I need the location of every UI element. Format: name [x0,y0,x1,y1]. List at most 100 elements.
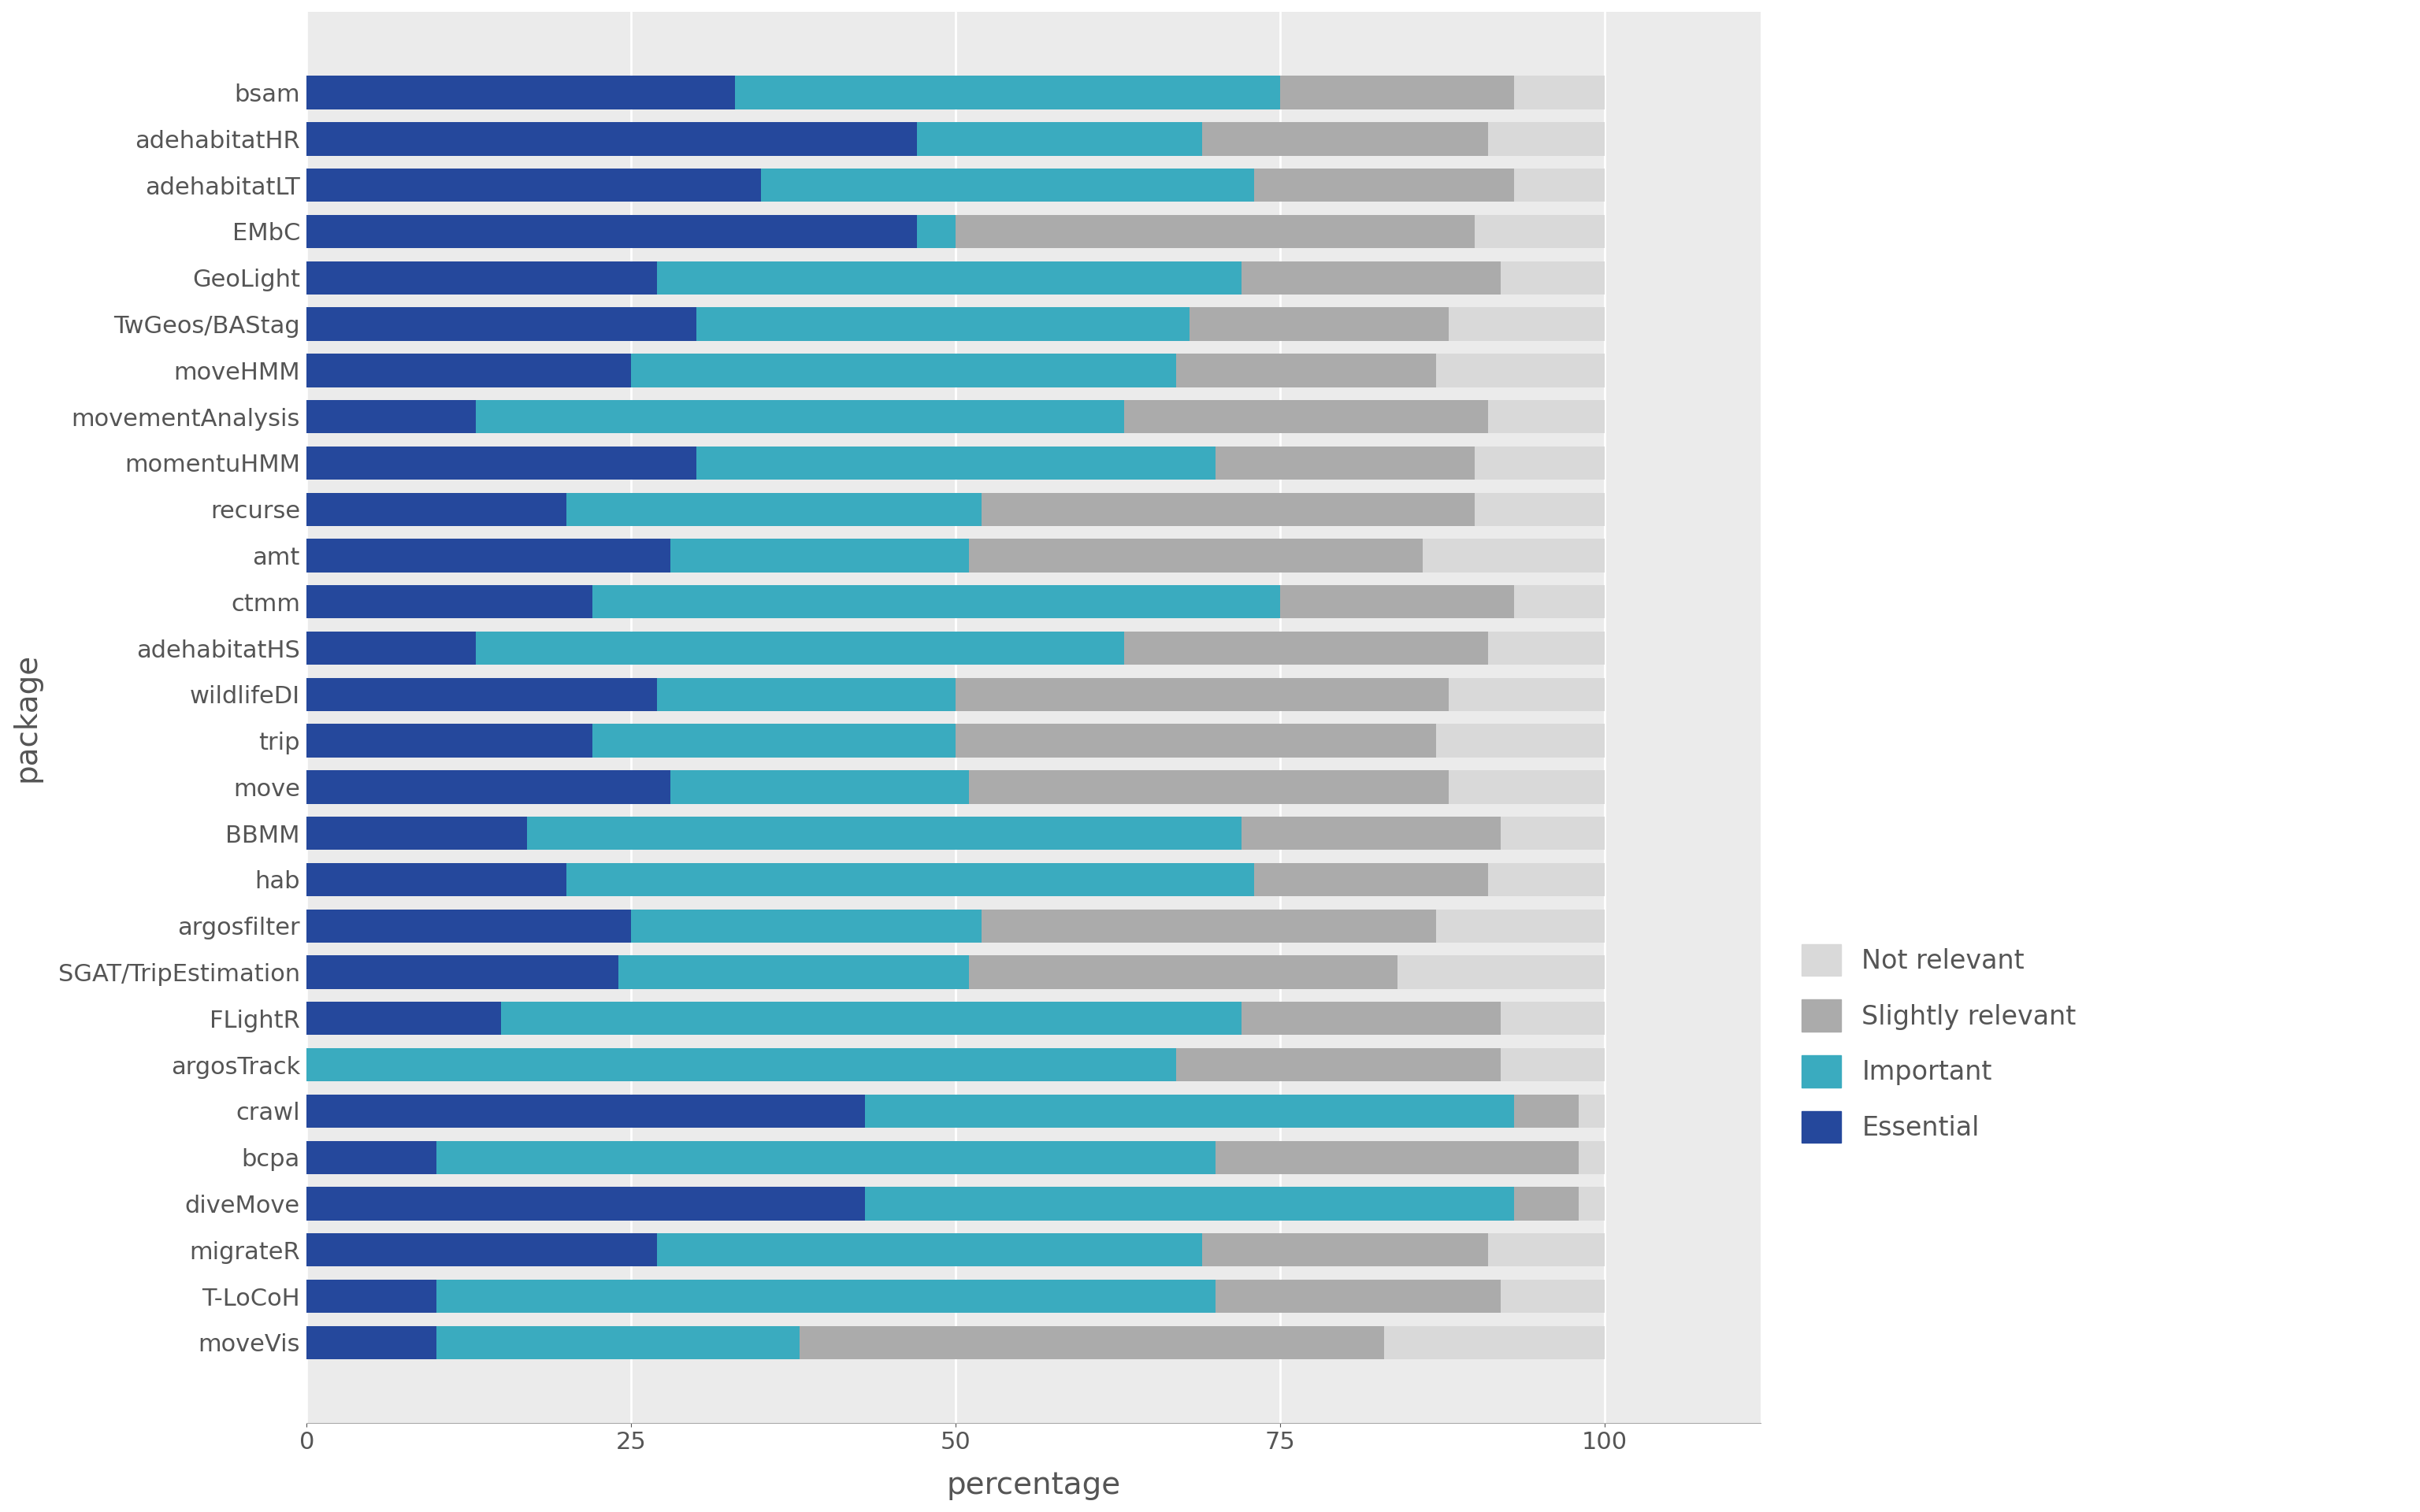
Bar [307,168,760,203]
X-axis label: percentage: percentage [946,1470,1120,1500]
Bar [1188,307,1450,340]
Bar [1500,1002,1604,1036]
Bar [658,677,956,711]
Bar [593,724,956,758]
Bar [1578,1187,1604,1220]
Bar [436,1279,1215,1312]
Bar [501,1002,1241,1036]
Bar [307,76,736,109]
Bar [1474,493,1604,526]
Bar [1203,1234,1488,1267]
Bar [632,909,983,942]
Bar [1280,585,1515,618]
Bar [307,677,658,711]
Bar [474,401,1125,434]
Bar [1125,401,1488,434]
Bar [307,1187,864,1220]
Bar [917,122,1203,156]
Bar [307,1234,658,1267]
Bar [528,816,1241,850]
Bar [632,354,1176,387]
Bar [307,956,617,989]
Bar [307,215,917,248]
Bar [1515,585,1604,618]
Bar [307,1048,1176,1081]
Bar [1488,122,1604,156]
Bar [983,493,1474,526]
Bar [658,262,1241,295]
Bar [968,956,1396,989]
Bar [307,724,593,758]
Bar [307,493,566,526]
Bar [307,354,632,387]
Bar [436,1326,801,1359]
Bar [307,863,566,897]
Bar [566,493,983,526]
Bar [956,677,1450,711]
Bar [801,1326,1384,1359]
Bar [1515,1095,1578,1128]
Bar [956,724,1435,758]
Bar [917,215,956,248]
Bar [697,446,1215,479]
Bar [1254,168,1515,203]
Bar [1500,1048,1604,1081]
Bar [1435,354,1604,387]
Bar [307,262,658,295]
Bar [307,770,670,804]
Bar [1500,262,1604,295]
Bar [1176,1048,1500,1081]
Bar [1241,1002,1500,1036]
Bar [968,770,1450,804]
Bar [307,538,670,572]
Bar [307,1279,436,1312]
Bar [1241,816,1500,850]
Bar [864,1187,1515,1220]
Bar [1241,262,1500,295]
Bar [1435,724,1604,758]
Bar [736,76,1280,109]
Bar [566,863,1254,897]
Legend: Not relevant, Slightly relevant, Important, Essential: Not relevant, Slightly relevant, Importa… [1788,931,2088,1157]
Bar [983,909,1435,942]
Bar [760,168,1254,203]
Bar [307,816,528,850]
Bar [697,307,1188,340]
Bar [1450,770,1604,804]
Bar [307,1095,864,1128]
Bar [307,1140,436,1173]
Bar [436,1140,1215,1173]
Bar [307,632,474,665]
Bar [307,585,593,618]
Bar [307,401,474,434]
Bar [1254,863,1488,897]
Bar [658,1234,1203,1267]
Bar [670,770,968,804]
Bar [307,909,632,942]
Bar [1203,122,1488,156]
Bar [617,956,968,989]
Bar [1125,632,1488,665]
Bar [307,122,917,156]
Bar [1215,1279,1500,1312]
Bar [956,215,1474,248]
Bar [1396,956,1604,989]
Bar [1215,446,1474,479]
Bar [1474,446,1604,479]
Bar [1280,76,1515,109]
Bar [1578,1095,1604,1128]
Bar [1423,538,1604,572]
Bar [1488,632,1604,665]
Bar [307,446,697,479]
Bar [1515,1187,1578,1220]
Bar [1176,354,1435,387]
Bar [307,1326,436,1359]
Bar [1488,1234,1604,1267]
Bar [1450,677,1604,711]
Bar [1435,909,1604,942]
Bar [670,538,968,572]
Bar [474,632,1125,665]
Bar [1500,816,1604,850]
Bar [968,538,1423,572]
Bar [1450,307,1604,340]
